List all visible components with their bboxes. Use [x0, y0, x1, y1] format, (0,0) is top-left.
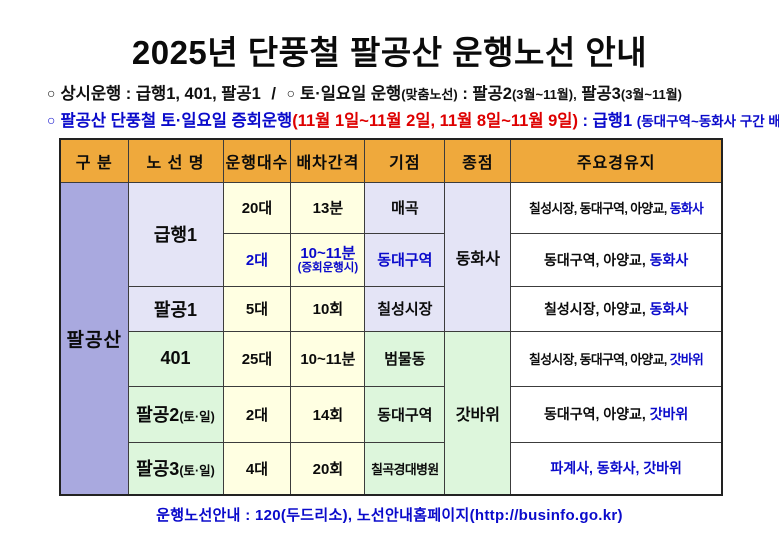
notice-extra-service: ○ 팔공산 단풍철 토·일요일 증회운행(11월 1일~11월 2일, 11월 8… — [47, 108, 779, 135]
bullet-circle-icon: ○ — [47, 85, 56, 101]
extra-service-dates: (11월 1일~11월 2일, 11월 8일~11월 9일) — [292, 112, 578, 130]
col-header-origin: 기점 — [364, 138, 446, 183]
interval-cell: 20회 — [290, 441, 366, 496]
route-label: 401 — [160, 348, 191, 368]
footer-contact: 운행노선안내 : 120(두드리소), 노선안내홈페이지(http://busi… — [156, 507, 623, 524]
origin-cell: 매곡 — [364, 181, 446, 234]
notice-regular-service: ○ 상시운행 : 급행1, 401, 팔공1 / ○ 토·일요일 운행(맞춤노선) … — [47, 81, 757, 108]
route-day-note: (토·일) — [179, 410, 215, 424]
via-stops: 동대구역, 아양교, — [543, 251, 650, 268]
buses-cell: 20대 — [222, 181, 292, 234]
group-cell-palgongsan: 팔공산 — [59, 181, 129, 496]
separator-slash: / — [271, 85, 276, 103]
table-row: 팔공3(토·일) 4대 20회 칠곡경대병원 파계사, 동화사, 갓바위 — [60, 441, 723, 496]
route-palgong2: 팔공2 — [472, 85, 512, 103]
bullet-circle-icon: ○ — [47, 112, 56, 128]
col-header-route: 노 선 명 — [127, 138, 224, 183]
route-label: 급행1 — [153, 225, 198, 245]
table-row: 팔공1 5대 10회 칠성시장 칠성시장, 아양교, 동화사 — [60, 285, 723, 332]
via-destination: 동화사 — [649, 251, 689, 268]
buses-cell: 4대 — [222, 441, 292, 496]
via-destination: 파계사, 동화사, 갓바위 — [550, 460, 682, 477]
terminus-cell-donghwasa: 동화사 — [444, 181, 512, 332]
col-header-buses: 운행대수 — [222, 138, 292, 183]
buses-cell: 5대 — [222, 285, 292, 332]
route-palgong3-period: (3월~11월) — [620, 87, 683, 102]
via-cell: 파계사, 동화사, 갓바위 — [510, 441, 723, 496]
route-cell-401: 401 — [127, 330, 224, 387]
via-destination: 갓바위 — [649, 406, 689, 422]
via-destination: 동화사 — [649, 300, 689, 317]
via-cell: 칠성시장, 동대구역, 아양교, 동화사 — [510, 181, 723, 234]
via-stops: 칠성시장, 아양교, — [543, 300, 650, 317]
origin-cell: 칠성시장 — [364, 285, 446, 332]
route-day-note: (토·일) — [179, 464, 215, 479]
route-cell-palgong3: 팔공3(토·일) — [127, 441, 224, 496]
route-cell-geuphaeng1: 급행1 — [127, 181, 224, 287]
table-row: 팔공2(토·일) 2대 14회 동대구역 동대구역, 아양교, 갓바위 — [60, 385, 723, 443]
col-header-via: 주요경유지 — [510, 138, 723, 183]
via-cell: 칠성시장, 아양교, 동화사 — [510, 285, 723, 332]
route-label: 팔공1 — [153, 299, 198, 320]
origin-cell: 동대구역 — [364, 385, 446, 443]
colon: : — [462, 85, 468, 103]
colon: : — [582, 112, 589, 130]
table-row: 401 25대 10~11분 범물동 갓바위 칠성시장, 동대구역, 아양교, … — [60, 330, 723, 496]
route-palgong3: 팔공3 — [581, 85, 621, 103]
interval-cell: 13분 — [290, 181, 366, 234]
via-stops: 칠성시장, 동대구역, 아양교, — [529, 201, 670, 216]
col-header-terminus: 종점 — [444, 138, 512, 183]
route-cell-palgong1: 팔공1 — [127, 285, 224, 332]
route-cell-palgong2: 팔공2(토·일) — [127, 385, 224, 443]
weekend-service-text: 토·일요일 운행 — [300, 85, 402, 103]
extra-service-text: 팔공산 단풍철 토·일요일 증회운행 — [60, 112, 293, 130]
via-destination: 동화사 — [669, 201, 704, 216]
buses-cell: 25대 — [222, 330, 292, 387]
extra-service-detail: (동대구역~동화사 구간 배차간격 단축) — [636, 114, 779, 129]
origin-cell: 범물동 — [364, 330, 446, 387]
via-cell: 동대구역, 아양교, 갓바위 — [510, 385, 723, 443]
interval-cell: 10~11분 — [290, 330, 366, 387]
via-cell: 동대구역, 아양교, 동화사 — [510, 232, 723, 287]
buses-cell: 2대 — [222, 232, 292, 287]
table-row: 팔공산 급행1 20대 13분 매곡 동화사 칠성시장, 동대구역, 아양교, … — [59, 181, 723, 496]
route-label: 팔공3 — [136, 459, 180, 480]
via-cell: 칠성시장, 동대구역, 아양교, 갓바위 — [510, 330, 723, 387]
route-table: 구 분 노 선 명 운행대수 배차간격 기점 종점 주요경유지 팔공산 급행1 … — [59, 138, 723, 496]
table-header-row: 구 분 노 선 명 운행대수 배차간격 기점 종점 주요경유지 — [59, 138, 723, 183]
interval-cell: 14회 — [290, 385, 366, 443]
via-destination: 갓바위 — [669, 352, 704, 367]
interval-cell: 10회 — [290, 285, 366, 332]
extra-service-route: 급행1 — [592, 112, 633, 130]
via-stops: 동대구역, 아양교, — [543, 406, 650, 422]
interval-note: (증회운행시) — [297, 261, 359, 274]
origin-cell: 동대구역 — [364, 232, 446, 287]
route-label: 팔공2 — [136, 405, 180, 425]
terminus-cell-gatbawi: 갓바위 — [444, 330, 512, 496]
interval-cell: 10~11분 (증회운행시) — [290, 232, 366, 287]
col-header-gubun: 구 분 — [59, 138, 129, 183]
col-header-interval: 배차간격 — [290, 138, 366, 183]
route-palgong2-period: (3월~11월), — [511, 87, 577, 102]
bullet-circle-icon: ○ — [286, 85, 296, 101]
table-row: 2대 10~11분 (증회운행시) 동대구역 동대구역, 아양교, 동화사 — [60, 232, 723, 287]
buses-cell: 2대 — [222, 385, 292, 443]
interval-value: 10~11분 — [300, 244, 356, 262]
via-stops: 칠성시장, 동대구역, 아양교, — [529, 352, 670, 367]
regular-service-text: 상시운행 : 급행1, 401, 팔공1 — [60, 85, 261, 103]
page-title: 2025년 단풍철 팔공산 운행노선 안내 — [131, 34, 648, 71]
notice-lines: ○ 상시운행 : 급행1, 401, 팔공1 / ○ 토·일요일 운행(맞춤노선) … — [47, 81, 779, 135]
origin-cell: 칠곡경대병원 — [364, 441, 446, 496]
weekend-service-note: (맞춤노선) — [401, 87, 458, 102]
